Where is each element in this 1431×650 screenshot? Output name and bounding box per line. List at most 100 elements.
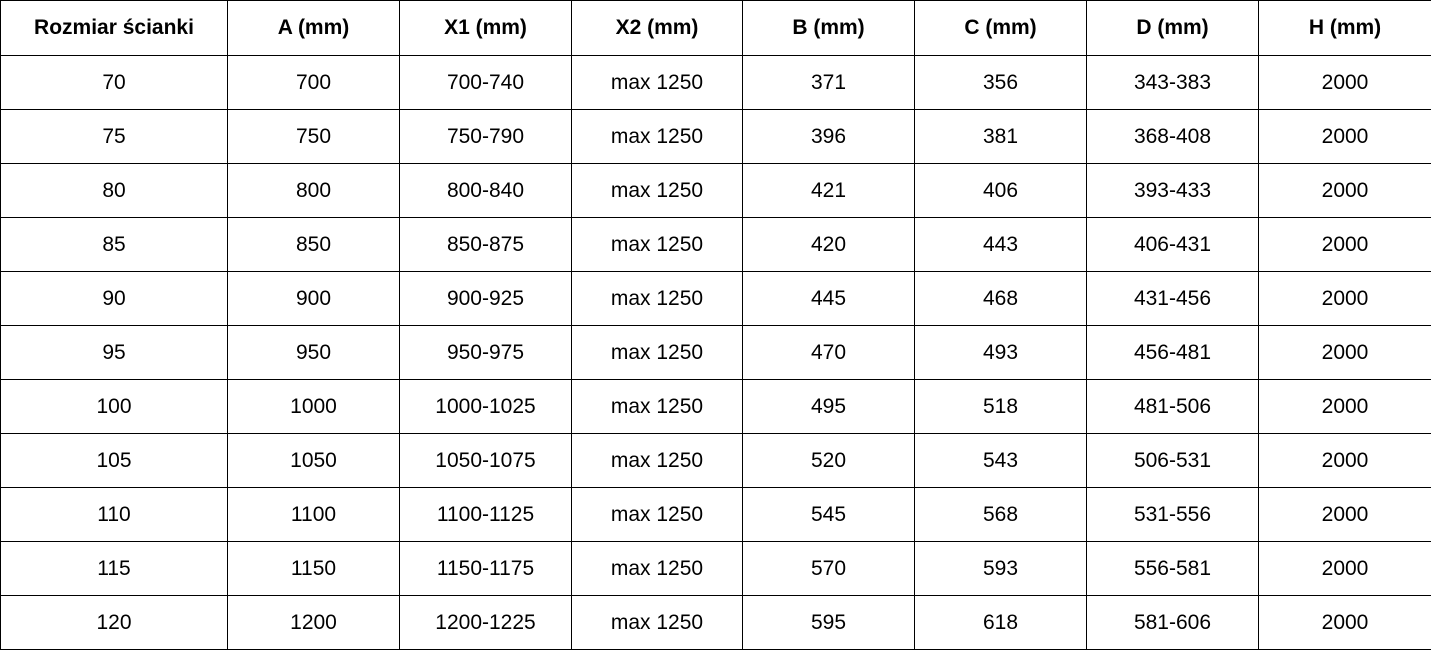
table-cell: 593 <box>915 542 1087 596</box>
table-cell: max 1250 <box>572 272 743 326</box>
table-cell: 520 <box>743 434 915 488</box>
table-cell: 105 <box>1 434 228 488</box>
table-cell: 493 <box>915 326 1087 380</box>
table-cell: max 1250 <box>572 542 743 596</box>
table-cell: 110 <box>1 488 228 542</box>
table-cell: 100 <box>1 380 228 434</box>
table-cell: 396 <box>743 110 915 164</box>
column-header: Rozmiar ścianki <box>1 1 228 56</box>
table-cell: 543 <box>915 434 1087 488</box>
table-cell: 431-456 <box>1087 272 1259 326</box>
table-cell: 368-408 <box>1087 110 1259 164</box>
table-cell: 1000-1025 <box>400 380 572 434</box>
table-cell: 1100 <box>228 488 400 542</box>
table-cell: 481-506 <box>1087 380 1259 434</box>
table-cell: 90 <box>1 272 228 326</box>
table-cell: 468 <box>915 272 1087 326</box>
column-header: B (mm) <box>743 1 915 56</box>
table-cell: max 1250 <box>572 380 743 434</box>
table-cell: 518 <box>915 380 1087 434</box>
table-cell: 470 <box>743 326 915 380</box>
table-cell: 443 <box>915 218 1087 272</box>
table-cell: 800-840 <box>400 164 572 218</box>
table-cell: 371 <box>743 56 915 110</box>
table-cell: 2000 <box>1259 110 1431 164</box>
table-cell: max 1250 <box>572 218 743 272</box>
table-cell: 850-875 <box>400 218 572 272</box>
table-cell: 800 <box>228 164 400 218</box>
table-cell: 1150 <box>228 542 400 596</box>
table-cell: 2000 <box>1259 272 1431 326</box>
table-cell: max 1250 <box>572 56 743 110</box>
table-cell: 120 <box>1 596 228 650</box>
column-header: D (mm) <box>1087 1 1259 56</box>
table-cell: 595 <box>743 596 915 650</box>
table-cell: 2000 <box>1259 326 1431 380</box>
table-cell: 506-531 <box>1087 434 1259 488</box>
table-cell: 2000 <box>1259 164 1431 218</box>
column-header: H (mm) <box>1259 1 1431 56</box>
table-cell: 850 <box>228 218 400 272</box>
column-header: A (mm) <box>228 1 400 56</box>
table-cell: 445 <box>743 272 915 326</box>
table-cell: 456-481 <box>1087 326 1259 380</box>
column-header: C (mm) <box>915 1 1087 56</box>
table-cell: 568 <box>915 488 1087 542</box>
table-cell: 356 <box>915 56 1087 110</box>
table-cell: 1200 <box>228 596 400 650</box>
table-cell: 1100-1125 <box>400 488 572 542</box>
table-cell: 1050 <box>228 434 400 488</box>
table-cell: 495 <box>743 380 915 434</box>
table-cell: 556-581 <box>1087 542 1259 596</box>
table-cell: 75 <box>1 110 228 164</box>
table-cell: 618 <box>915 596 1087 650</box>
table-cell: 115 <box>1 542 228 596</box>
table-cell: 85 <box>1 218 228 272</box>
table-cell: 1150-1175 <box>400 542 572 596</box>
table-cell: max 1250 <box>572 596 743 650</box>
table-cell: 381 <box>915 110 1087 164</box>
table-cell: 2000 <box>1259 434 1431 488</box>
table-cell: 750-790 <box>400 110 572 164</box>
table-cell: 570 <box>743 542 915 596</box>
table-cell: 2000 <box>1259 380 1431 434</box>
table-cell: 2000 <box>1259 596 1431 650</box>
table-cell: 2000 <box>1259 542 1431 596</box>
table-cell: 950-975 <box>400 326 572 380</box>
table-cell: 700 <box>228 56 400 110</box>
table-cell: 900 <box>228 272 400 326</box>
table-cell: 581-606 <box>1087 596 1259 650</box>
column-header: X1 (mm) <box>400 1 572 56</box>
table-cell: 2000 <box>1259 56 1431 110</box>
table-cell: 1050-1075 <box>400 434 572 488</box>
table-cell: 95 <box>1 326 228 380</box>
table-cell: 1000 <box>228 380 400 434</box>
table-cell: max 1250 <box>572 488 743 542</box>
table-cell: max 1250 <box>572 326 743 380</box>
table-cell: 80 <box>1 164 228 218</box>
table-cell: 406-431 <box>1087 218 1259 272</box>
table-cell: 531-556 <box>1087 488 1259 542</box>
table-cell: 393-433 <box>1087 164 1259 218</box>
table-cell: 700-740 <box>400 56 572 110</box>
table-cell: 70 <box>1 56 228 110</box>
table-cell: 750 <box>228 110 400 164</box>
table-cell: 2000 <box>1259 218 1431 272</box>
table-cell: max 1250 <box>572 434 743 488</box>
table-cell: 2000 <box>1259 488 1431 542</box>
table-cell: 421 <box>743 164 915 218</box>
table-cell: 900-925 <box>400 272 572 326</box>
